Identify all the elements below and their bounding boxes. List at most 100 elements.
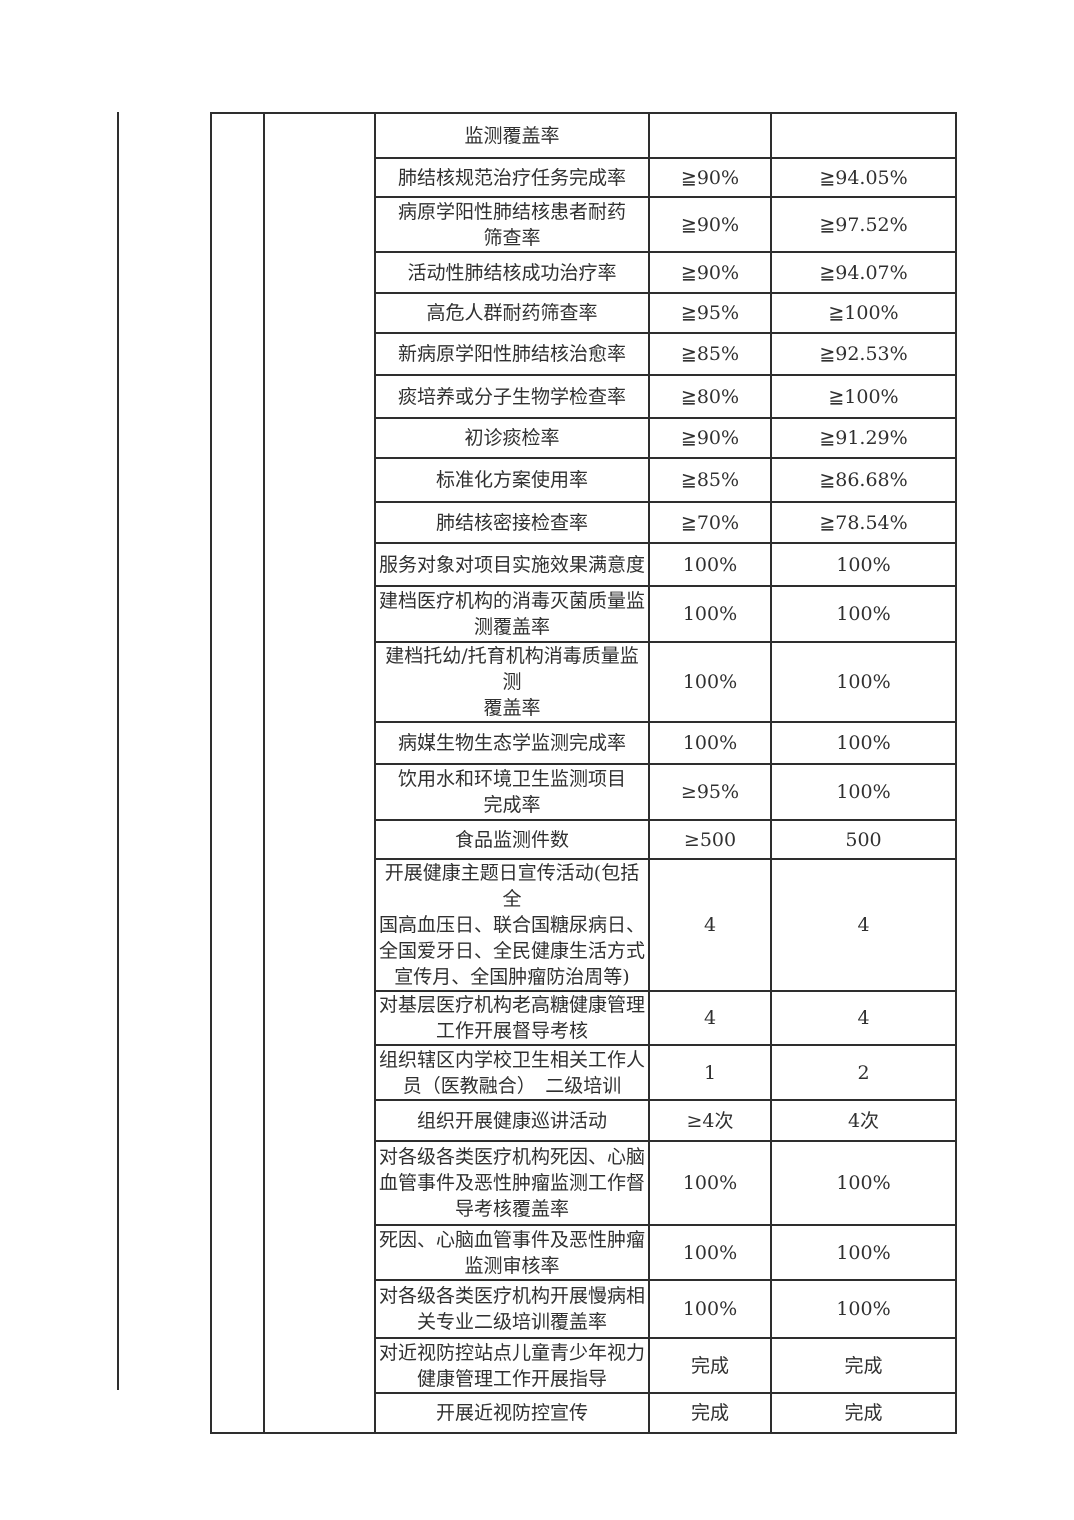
target-cell: 100% xyxy=(648,542,772,587)
category-gutter-cell-2 xyxy=(263,112,376,1434)
target-cell xyxy=(648,112,772,159)
actual-cell: ≧94.05% xyxy=(770,157,957,198)
table-row: 对近视防控站点儿童青少年视力 健康管理工作开展指导 完成 完成 xyxy=(211,1337,957,1394)
actual-cell: 100% xyxy=(770,763,957,821)
indicator-cell: 死因、心脑血管事件及恶性肿瘤 监测审核率 xyxy=(374,1224,650,1281)
target-cell: ≥500 xyxy=(648,819,772,860)
target-cell: ≧90% xyxy=(648,196,772,253)
actual-cell: ≧94.07% xyxy=(770,251,957,294)
actual-cell: 2 xyxy=(770,1044,957,1101)
actual-cell: 完成 xyxy=(770,1337,957,1394)
indicator-cell: 组织开展健康巡讲活动 xyxy=(374,1099,650,1142)
target-cell: ≧90% xyxy=(648,157,772,198)
target-cell: 完成 xyxy=(648,1392,772,1434)
actual-cell: ≧91.29% xyxy=(770,417,957,459)
indicator-cell: 对近视防控站点儿童青少年视力 健康管理工作开展指导 xyxy=(374,1337,650,1394)
indicator-cell: 饮用水和环境卫生监测项目 完成率 xyxy=(374,763,650,821)
indicator-cell: 开展健康主题日宣传活动(包括全 国高血压日、联合国糖尿病日、 全国爱牙日、全民健… xyxy=(374,858,650,992)
table-row: 初诊痰检率 ≧90% ≧91.29% xyxy=(211,417,957,459)
target-cell: 100% xyxy=(648,1224,772,1281)
actual-cell xyxy=(770,112,957,159)
actual-cell: 100% xyxy=(770,1140,957,1226)
actual-cell: 100% xyxy=(770,542,957,587)
table-row: 食品监测件数 ≥500 500 xyxy=(211,819,957,860)
target-cell: 4 xyxy=(648,990,772,1046)
actual-cell: 100% xyxy=(770,1279,957,1339)
indicator-cell: 食品监测件数 xyxy=(374,819,650,860)
table-row: 组织辖区内学校卫生相关工作人 员（医教融合） 二级培训 1 2 xyxy=(211,1044,957,1101)
table-row: 病媒生物生态学监测完成率 100% 100% xyxy=(211,721,957,765)
table-row: 对基层医疗机构老高糖健康管理 工作开展督导考核 4 4 xyxy=(211,990,957,1046)
indicator-cell: 建档托幼/托育机构消毒质量监测 覆盖率 xyxy=(374,641,650,723)
table-row: 肺结核密接检查率 ≧70% ≧78.54% xyxy=(211,501,957,544)
indicator-cell: 高危人群耐药筛查率 xyxy=(374,292,650,334)
table-row: 死因、心脑血管事件及恶性肿瘤 监测审核率 100% 100% xyxy=(211,1224,957,1281)
target-cell: 4 xyxy=(648,858,772,992)
actual-cell: ≧92.53% xyxy=(770,332,957,376)
actual-cell: 4 xyxy=(770,858,957,992)
actual-cell: ≧86.68% xyxy=(770,457,957,503)
indicator-cell: 对各级各类医疗机构死因、心脑 血管事件及恶性肿瘤监测工作督 导考核覆盖率 xyxy=(374,1140,650,1226)
actual-cell: 4 xyxy=(770,990,957,1046)
target-cell: ≧95% xyxy=(648,292,772,334)
table-row: 对各级各类医疗机构死因、心脑 血管事件及恶性肿瘤监测工作督 导考核覆盖率 100%… xyxy=(211,1140,957,1226)
actual-cell: ≧100% xyxy=(770,292,957,334)
target-cell: 完成 xyxy=(648,1337,772,1394)
target-cell: ≧85% xyxy=(648,457,772,503)
actual-cell: 100% xyxy=(770,721,957,765)
actual-cell: 完成 xyxy=(770,1392,957,1434)
target-cell: 100% xyxy=(648,641,772,723)
table-row: 服务对象对项目实施效果满意度 100% 100% xyxy=(211,542,957,587)
performance-indicators-table: 监测覆盖率 肺结核规范治疗任务完成率 ≧90% ≧94.05% 病原学阳性肺结核患者耐药… xyxy=(210,112,957,1434)
target-cell: ≧85% xyxy=(648,332,772,376)
target-cell: 100% xyxy=(648,1279,772,1339)
table-row: 新病原学阳性肺结核治愈率 ≧85% ≧92.53% xyxy=(211,332,957,376)
target-cell: 100% xyxy=(648,1140,772,1226)
table-row: 肺结核规范治疗任务完成率 ≧90% ≧94.05% xyxy=(211,157,957,198)
target-cell: ≥95% xyxy=(648,763,772,821)
table-row: 开展健康主题日宣传活动(包括全 国高血压日、联合国糖尿病日、 全国爱牙日、全民健… xyxy=(211,858,957,992)
table-row: 高危人群耐药筛查率 ≧95% ≧100% xyxy=(211,292,957,334)
table-row: 饮用水和环境卫生监测项目 完成率 ≥95% 100% xyxy=(211,763,957,821)
target-cell: 100% xyxy=(648,721,772,765)
actual-cell: 100% xyxy=(770,585,957,643)
table-row: 开展近视防控宣传 完成 完成 xyxy=(211,1392,957,1434)
table-row: 对各级各类医疗机构开展慢病相 关专业二级培训覆盖率 100% 100% xyxy=(211,1279,957,1339)
indicator-cell: 监测覆盖率 xyxy=(374,112,650,159)
indicator-cell: 开展近视防控宣传 xyxy=(374,1392,650,1434)
actual-cell: 500 xyxy=(770,819,957,860)
table-row: 监测覆盖率 xyxy=(210,112,957,1434)
target-cell: ≧90% xyxy=(648,251,772,294)
indicator-cell: 对基层医疗机构老高糖健康管理 工作开展督导考核 xyxy=(374,990,650,1046)
target-cell: 100% xyxy=(648,585,772,643)
indicator-cell: 病媒生物生态学监测完成率 xyxy=(374,721,650,765)
indicator-cell: 新病原学阳性肺结核治愈率 xyxy=(374,332,650,376)
indicator-cell: 组织辖区内学校卫生相关工作人 员（医教融合） 二级培训 xyxy=(374,1044,650,1101)
table-row: 活动性肺结核成功治疗率 ≧90% ≧94.07% xyxy=(211,251,957,294)
target-cell: 1 xyxy=(648,1044,772,1101)
actual-cell: 100% xyxy=(770,641,957,723)
table-row: 痰培养或分子生物学检查率 ≧80% ≧100% xyxy=(211,374,957,419)
target-cell: ≧80% xyxy=(648,374,772,419)
actual-cell: ≧100% xyxy=(770,374,957,419)
indicator-cell: 痰培养或分子生物学检查率 xyxy=(374,374,650,419)
actual-cell: ≧78.54% xyxy=(770,501,957,544)
indicator-cell: 建档医疗机构的消毒灭菌质量监 测覆盖率 xyxy=(374,585,650,643)
indicator-cell: 肺结核密接检查率 xyxy=(374,501,650,544)
target-cell: ≧90% xyxy=(648,417,772,459)
target-cell: ≧70% xyxy=(648,501,772,544)
actual-cell: 100% xyxy=(770,1224,957,1281)
table-row: 建档托幼/托育机构消毒质量监测 覆盖率 100% 100% xyxy=(211,641,957,723)
indicator-cell: 标准化方案使用率 xyxy=(374,457,650,503)
table-row: 建档医疗机构的消毒灭菌质量监 测覆盖率 100% 100% xyxy=(211,585,957,643)
outer-table-left-border xyxy=(117,112,119,1390)
actual-cell: ≧97.52% xyxy=(770,196,957,253)
indicator-cell: 服务对象对项目实施效果满意度 xyxy=(374,542,650,587)
target-cell: ≥4次 xyxy=(648,1099,772,1142)
indicator-cell: 病原学阳性肺结核患者耐药 筛查率 xyxy=(374,196,650,253)
indicator-cell: 对各级各类医疗机构开展慢病相 关专业二级培训覆盖率 xyxy=(374,1279,650,1339)
category-gutter-cell-1 xyxy=(210,112,265,1434)
table-row: 标准化方案使用率 ≧85% ≧86.68% xyxy=(211,457,957,503)
table-row: 组织开展健康巡讲活动 ≥4次 4次 xyxy=(211,1099,957,1142)
